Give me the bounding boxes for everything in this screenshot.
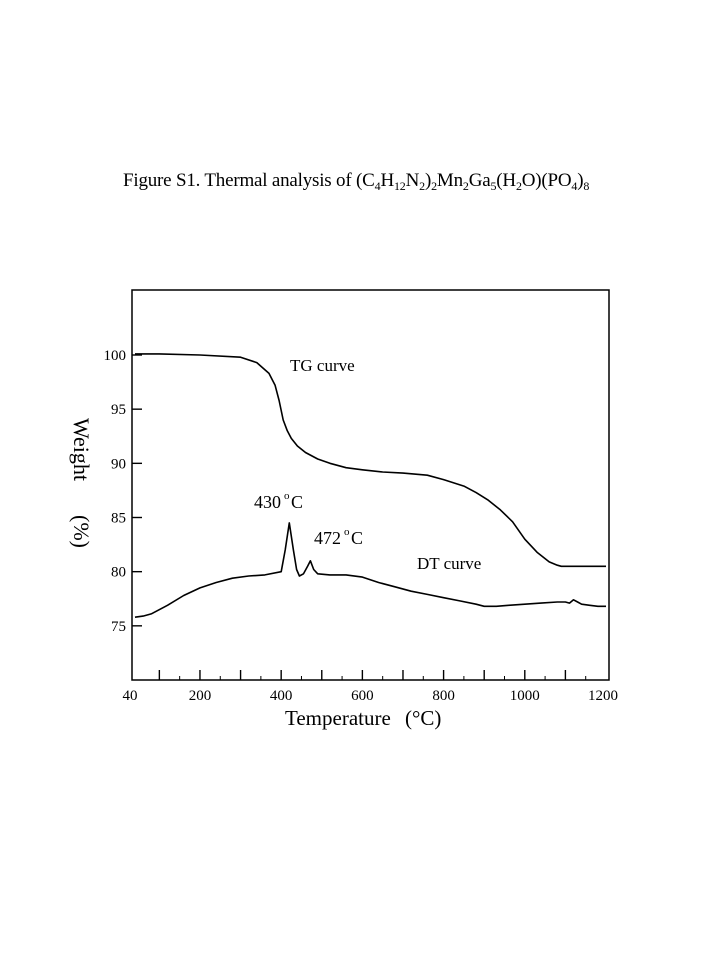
y-tick-labels: 75 80 85 90 95 100 <box>104 348 127 635</box>
y-axis-label: Weight <box>69 418 94 481</box>
caption-text: ) <box>424 170 432 191</box>
caption-subscript: 4 <box>374 179 381 193</box>
y-tick-label: 100 <box>104 348 127 364</box>
peak-472-annotation: 472 o C <box>314 526 363 548</box>
y-axis-title: Weight (%) <box>69 418 94 548</box>
y-tick-label: 90 <box>111 456 126 472</box>
y-tick-label: 95 <box>111 402 126 418</box>
caption-text: H <box>380 170 394 191</box>
y-tick-label: 80 <box>111 565 126 581</box>
peak-472-unit: C <box>351 528 363 548</box>
x-tick-label: 1000 <box>510 688 540 704</box>
caption-text: ) <box>577 170 584 191</box>
dt-curve-label: DT curve <box>417 554 481 573</box>
caption-subscript: 4 <box>571 179 578 193</box>
caption-text: O)(PO <box>521 170 572 191</box>
x-tick-label: 400 <box>270 688 293 704</box>
tg-curve-label: TG curve <box>290 356 355 375</box>
peak-430-annotation: 430 o C <box>254 490 303 512</box>
tg-curve-line <box>135 353 606 568</box>
x-axis-unit: (°C) <box>405 706 441 730</box>
caption-subscript: 8 <box>583 179 590 193</box>
caption-subscript: 5 <box>490 179 497 193</box>
caption-prefix: Figure S1. Thermal analysis of (C <box>123 170 375 191</box>
caption-subscript: 2 <box>515 179 522 193</box>
plot-frame <box>131 289 610 681</box>
dt-curve-line <box>134 522 606 618</box>
caption-text: Mn <box>436 170 463 191</box>
x-tick-label: 200 <box>189 688 212 704</box>
peak-472-degree: o <box>344 526 350 538</box>
caption-text: (H <box>496 170 516 191</box>
peak-430-value: 430 <box>254 492 281 512</box>
x-axis-label: Temperature <box>285 706 391 730</box>
peak-430-degree: o <box>284 490 290 502</box>
x-tick-label: 800 <box>432 688 455 704</box>
caption-subscript: 12 <box>393 179 406 193</box>
caption-subscript: 2 <box>419 179 425 193</box>
x-tick-labels: 40 200 400 600 800 1000 1200 <box>123 688 619 704</box>
y-tick-label: 75 <box>111 619 126 635</box>
x-tick-label: 1200 <box>588 688 618 704</box>
figure-caption: Figure S1. Thermal analysis of (C4H12N2)… <box>123 170 589 192</box>
peak-472-value: 472 <box>314 528 341 548</box>
y-tick-label: 85 <box>111 511 126 527</box>
caption-text: N <box>405 170 420 191</box>
axis-ticks <box>132 354 587 680</box>
caption-subscript: 2 <box>462 179 469 193</box>
y-axis-unit: (%) <box>69 515 94 548</box>
x-tick-label: 600 <box>351 688 374 704</box>
caption-text: Ga <box>468 170 491 191</box>
x-axis-title: Temperature (°C) <box>285 706 441 730</box>
peak-430-unit: C <box>291 492 303 512</box>
caption-subscript: 2 <box>431 179 437 193</box>
caption-formula: 4H12N2)2Mn2Ga5(H2O)(PO4)8 <box>374 170 590 193</box>
x-tick-label: 40 <box>123 688 138 704</box>
